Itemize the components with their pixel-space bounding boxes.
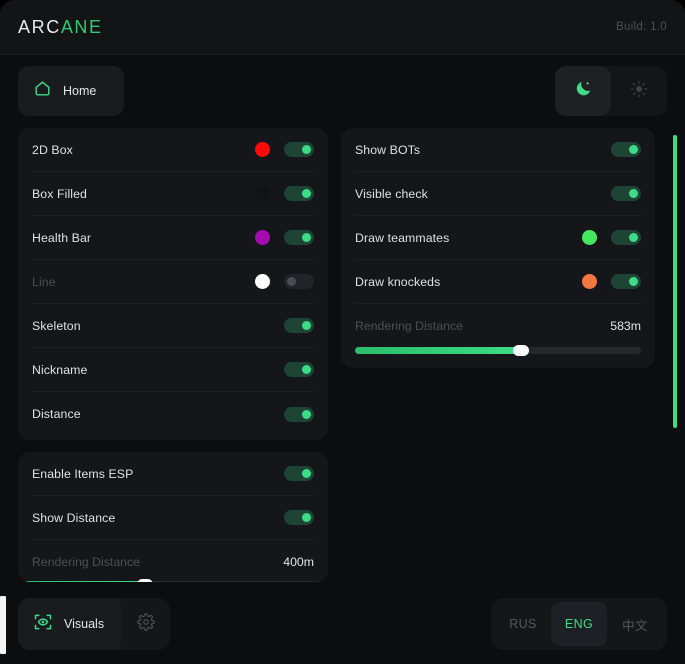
panel-player-esp: 2D Box Box Filled Health Bar Line — [18, 128, 328, 440]
app-header: ARCANE Build: 1.0 — [0, 0, 685, 55]
language-switcher: RUS ENG 中文 — [491, 598, 667, 650]
slider-rendering-distance-enemy[interactable]: Rendering Distance 583m — [355, 304, 641, 356]
slider-track[interactable] — [18, 579, 328, 582]
gear-icon — [137, 612, 155, 636]
settings-button[interactable] — [122, 598, 170, 650]
table-row[interactable]: Nickname — [32, 348, 314, 392]
scrollbar-thumb[interactable] — [673, 135, 677, 428]
toggle-switch[interactable] — [284, 510, 314, 525]
table-row[interactable]: Show BOTs — [355, 128, 641, 172]
row-label: Draw teammates — [355, 230, 450, 245]
color-swatch[interactable] — [255, 142, 270, 157]
slider-value: 583m — [610, 319, 641, 333]
app-logo: ARCANE — [18, 17, 103, 38]
moon-icon — [574, 79, 593, 103]
row-label: Enable Items ESP — [32, 466, 134, 481]
table-row[interactable]: Box Filled — [32, 172, 314, 216]
toggle-switch[interactable] — [284, 318, 314, 333]
eye-scan-icon — [33, 612, 53, 637]
row-label: Distance — [32, 407, 81, 421]
color-swatch[interactable] — [582, 230, 597, 245]
toggle-switch[interactable] — [284, 362, 314, 377]
toggle-switch[interactable] — [284, 142, 314, 157]
toggle-switch[interactable] — [611, 142, 641, 157]
sun-icon — [630, 80, 648, 103]
table-row[interactable]: Visible check — [355, 172, 641, 216]
panel-enemy-settings: Show BOTs Visible check Draw teammates D… — [341, 128, 655, 368]
window-edge-strip — [0, 596, 6, 654]
table-row[interactable]: Draw knockeds — [355, 260, 641, 304]
home-icon — [33, 79, 52, 103]
table-row[interactable]: Skeleton — [32, 304, 314, 348]
table-row[interactable]: Distance — [32, 392, 314, 436]
color-swatch[interactable] — [255, 186, 270, 201]
toggle-switch[interactable] — [284, 230, 314, 245]
theme-switcher — [555, 66, 667, 116]
slider-thumb[interactable] — [512, 345, 529, 356]
tab-visuals-label: Visuals — [64, 617, 105, 631]
row-label: Nickname — [32, 362, 88, 377]
tab-home-label: Home — [63, 84, 97, 98]
toggle-switch[interactable] — [284, 186, 314, 201]
slider-thumb[interactable] — [137, 579, 154, 582]
logo-accent: ANE — [60, 17, 103, 37]
tab-home[interactable]: Home — [18, 66, 124, 116]
slider-track[interactable] — [355, 345, 641, 356]
build-version: Build: 1.0 — [616, 21, 667, 33]
row-label: Line — [32, 274, 56, 289]
theme-dark-button[interactable] — [555, 66, 611, 116]
theme-light-button[interactable] — [611, 66, 667, 116]
row-label: Box Filled — [32, 186, 87, 201]
slider-fill — [355, 347, 521, 354]
row-label: 2D Box — [32, 142, 73, 157]
toggle-switch[interactable] — [611, 230, 641, 245]
row-label: Show Distance — [32, 510, 116, 525]
footer-nav: Visuals — [18, 598, 171, 650]
slider-fill — [18, 581, 146, 582]
toggle-switch[interactable] — [611, 274, 641, 289]
slider-value: 400m — [283, 555, 314, 569]
slider-label: Rendering Distance — [32, 555, 141, 569]
row-label: Skeleton — [32, 318, 81, 333]
slider-label: Rendering Distance — [355, 319, 464, 333]
scrollbar[interactable] — [673, 128, 677, 440]
row-label: Health Bar — [32, 230, 92, 245]
color-swatch[interactable] — [255, 274, 270, 289]
row-label: Show BOTs — [355, 142, 421, 157]
row-label: Draw knockeds — [355, 274, 441, 289]
color-swatch[interactable] — [582, 274, 597, 289]
panel-items-esp: Enable Items ESP Show Distance Rendering… — [18, 452, 328, 582]
toggle-switch[interactable] — [611, 186, 641, 201]
toggle-switch[interactable] — [284, 274, 314, 289]
lang-button-rus[interactable]: RUS — [509, 617, 537, 631]
slider-rendering-distance-items[interactable]: Rendering Distance 400m — [18, 540, 328, 582]
tab-visuals[interactable]: Visuals — [18, 598, 123, 650]
toggle-switch[interactable] — [284, 406, 314, 422]
row-label: Visible check — [355, 186, 428, 201]
color-swatch[interactable] — [255, 230, 270, 245]
table-row[interactable]: Line — [32, 260, 314, 304]
logo-primary: ARC — [18, 17, 61, 37]
table-row[interactable]: Show Distance — [32, 496, 314, 540]
lang-button-eng[interactable]: ENG — [551, 602, 607, 646]
table-row[interactable]: Enable Items ESP — [32, 452, 314, 496]
table-row[interactable]: Draw teammates — [355, 216, 641, 260]
lang-button-zho[interactable]: 中文 — [622, 618, 648, 633]
toggle-switch[interactable] — [284, 466, 314, 481]
table-row[interactable]: Health Bar — [32, 216, 314, 260]
table-row[interactable]: 2D Box — [32, 128, 314, 172]
